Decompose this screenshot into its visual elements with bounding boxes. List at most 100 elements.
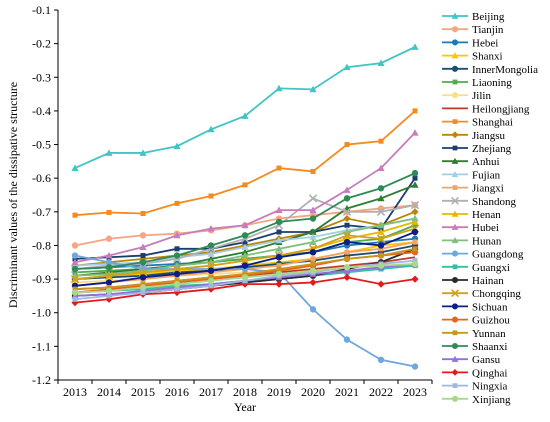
y-tick-label: -1.2 <box>32 373 51 387</box>
data-point-shaanxi <box>139 259 147 266</box>
legend-marker <box>451 39 459 46</box>
legend-label: Ningxia <box>472 381 508 393</box>
series-yunnan <box>72 246 418 292</box>
legend-marker <box>451 210 459 217</box>
legend-item-innermongolia: InnerMongolia <box>442 64 538 76</box>
data-point-hubei <box>139 243 147 251</box>
x-axis-title: Year <box>234 400 256 414</box>
legend-item-anhui: Anhui <box>442 156 500 168</box>
series-sichuan <box>71 228 419 290</box>
data-point-ningxia <box>412 258 418 264</box>
legend-marker <box>452 383 458 388</box>
legend-item-shanghai: Shanghai <box>442 117 513 129</box>
legend-marker <box>451 369 459 376</box>
cross-stroke <box>70 274 80 284</box>
series-shaanxi <box>71 169 419 273</box>
data-point-yunnan <box>174 278 180 284</box>
data-point-chongqing <box>206 261 216 270</box>
data-point-hunan <box>241 251 249 259</box>
y-tick-label: -0.8 <box>32 238 51 252</box>
legend-label: Anhui <box>472 156 500 168</box>
data-point-shanghai <box>174 200 180 206</box>
data-point-yunnan <box>242 271 248 277</box>
data-point-shanghai <box>242 182 248 188</box>
legend-marker <box>451 289 459 298</box>
data-point-qinghai <box>411 275 419 283</box>
data-point-shaanxi <box>411 169 419 177</box>
data-point-sichuan <box>207 267 215 274</box>
y-tick-label: -0.7 <box>32 205 51 219</box>
data-point-zhejiang <box>174 246 180 252</box>
legend-item-fujian: Fujian <box>442 169 501 181</box>
legend-label: Beijing <box>472 11 505 23</box>
data-point-sichuan <box>377 242 385 249</box>
legend-item-guizhou: Guizhou <box>442 315 510 327</box>
data-point-qinghai <box>71 299 79 307</box>
y-tick-label: -0.5 <box>32 138 51 152</box>
data-point-shanghai <box>208 193 214 199</box>
legend-marker <box>451 223 459 230</box>
legend-marker <box>451 276 459 284</box>
data-point-shaanxi <box>207 242 215 249</box>
data-point-shaanxi <box>173 252 181 259</box>
data-point-sichuan <box>105 279 113 286</box>
data-point-shaanxi <box>71 265 79 273</box>
data-point-qinghai <box>275 280 283 288</box>
legend-marker <box>452 79 458 85</box>
data-point-yunnan <box>208 274 214 280</box>
data-point-zhejiang <box>276 229 282 235</box>
data-point-hunan <box>377 221 385 229</box>
data-point-yunnan <box>106 284 112 291</box>
legend-item-hubei: Hubei <box>442 222 499 234</box>
x-tick-label: 2020 <box>301 385 325 399</box>
data-point-jiangsu <box>343 214 351 223</box>
legend-label: Hebei <box>472 37 498 49</box>
data-point-fujian <box>241 243 249 251</box>
data-point-tianjin <box>139 232 147 239</box>
legend-label: Hainan <box>472 275 504 287</box>
data-point-hubei <box>71 258 79 266</box>
data-point-beijing <box>275 84 283 92</box>
data-point-ningxia <box>208 283 214 289</box>
data-point-jiangxi <box>276 263 282 269</box>
legend-label: Zhejiang <box>472 143 512 155</box>
series-hubei <box>71 129 419 266</box>
legend-marker <box>451 92 459 99</box>
data-point-beijing <box>411 43 419 50</box>
data-point-beijing <box>173 142 181 150</box>
data-point-xinjiang <box>275 270 283 278</box>
cross-stroke <box>342 207 352 216</box>
data-point-jiangxi <box>344 249 350 255</box>
data-point-hunan <box>411 214 419 222</box>
cross-stroke <box>240 256 250 265</box>
legend-label: Guizhou <box>472 315 510 327</box>
legend-item-zhejiang: Zhejiang <box>442 143 512 155</box>
data-point-fujian <box>309 233 317 240</box>
legend-label: Shaanxi <box>472 341 507 353</box>
data-point-chongqing <box>104 271 114 280</box>
cross-stroke <box>376 207 386 216</box>
legend-label: InnerMongolia <box>472 64 538 76</box>
x-tick-label: 2015 <box>131 385 155 399</box>
legend-marker <box>451 157 459 164</box>
cross-stroke <box>172 264 182 274</box>
legend-label: Heilongjiang <box>472 103 530 115</box>
data-point-shanghai <box>72 212 78 218</box>
legend-item-sichuan: Sichuan <box>442 301 508 313</box>
data-point-fujian <box>207 250 215 257</box>
y-tick-label: -1.1 <box>32 339 51 353</box>
data-point-liaoning <box>412 222 418 228</box>
data-point-shanghai <box>378 138 384 144</box>
x-tick-label: 2016 <box>165 385 189 399</box>
cross-stroke <box>138 268 148 277</box>
legend-label: Fujian <box>472 169 501 181</box>
legend-marker <box>452 119 458 124</box>
data-point-anhui <box>309 228 317 235</box>
legend-label: Shanghai <box>472 117 513 129</box>
data-point-fujian <box>275 236 283 244</box>
x-tick-label: 2018 <box>233 385 257 399</box>
legend-label: Sichuan <box>472 301 508 313</box>
data-point-guangdong <box>71 252 79 259</box>
x-tick-label: 2017 <box>199 385 223 399</box>
